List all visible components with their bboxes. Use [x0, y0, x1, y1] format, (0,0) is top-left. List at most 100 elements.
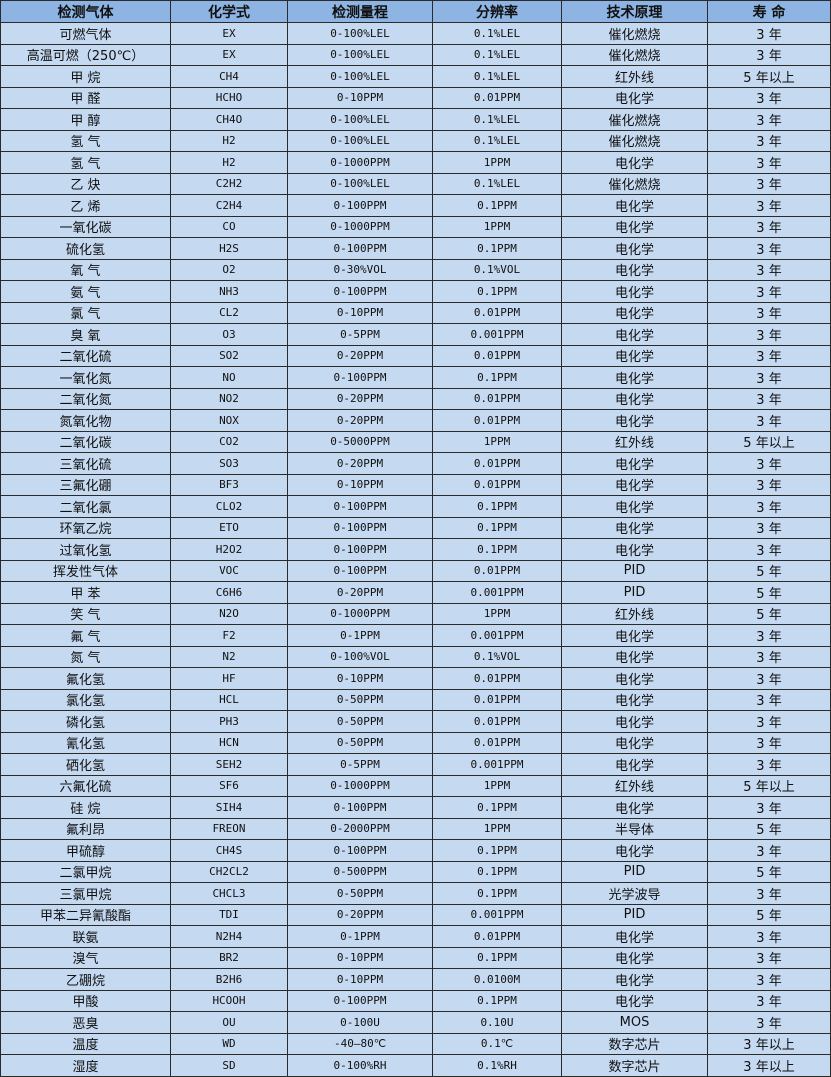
cell-principle: 电化学: [561, 473, 708, 496]
cell-lifespan: 3 年: [707, 366, 831, 389]
cell-gas: 挥发性气体: [0, 559, 171, 582]
cell-resolution: 1PPM: [432, 602, 562, 625]
cell-gas: 一氧化碳: [0, 215, 171, 238]
table-row: 一氧化氮 NO 0-100PPM 0.1PPM 电化学 3 年: [0, 366, 831, 389]
table-row: 乙 烯 C2H4 0-100PPM 0.1PPM 电化学 3 年: [0, 194, 831, 217]
cell-lifespan: 3 年: [707, 796, 831, 819]
cell-lifespan: 3 年: [707, 1011, 831, 1034]
cell-formula: H2: [170, 129, 288, 152]
cell-principle: 电化学: [561, 946, 708, 969]
cell-principle: 电化学: [561, 280, 708, 303]
cell-range: 0-1000PPM: [287, 774, 433, 797]
table-row: 二氯甲烷 CH2CL2 0-500PPM 0.1PPM PID 5 年: [0, 860, 831, 883]
cell-lifespan: 3 年: [707, 989, 831, 1012]
header-row: 检测气体 化学式 检测量程 分辨率 技术原理寿 命: [0, 0, 831, 23]
cell-gas: 三氧化硫: [0, 452, 171, 475]
cell-formula: NH3: [170, 280, 288, 303]
cell-range: 0-2000PPM: [287, 817, 433, 840]
cell-resolution: 0.01PPM: [432, 344, 562, 367]
cell-principle: 红外线: [561, 602, 708, 625]
cell-formula: SEH2: [170, 753, 288, 776]
cell-range: 0-10PPM: [287, 667, 433, 690]
cell-principle: 电化学: [561, 452, 708, 475]
cell-lifespan: 3 年: [707, 710, 831, 733]
cell-lifespan: 5 年: [707, 903, 831, 926]
table-row: 氟化氢 HF 0-10PPM 0.01PPM 电化学 3 年: [0, 667, 831, 690]
cell-resolution: 0.01PPM: [432, 710, 562, 733]
cell-formula: NO: [170, 366, 288, 389]
cell-lifespan: 3 年: [707, 688, 831, 711]
cell-range: 0-100PPM: [287, 366, 433, 389]
cell-lifespan: 3 年: [707, 645, 831, 668]
cell-gas: 二氯甲烷: [0, 860, 171, 883]
cell-range: 0-100%LEL: [287, 43, 433, 66]
column-header-principle: 技术原理: [561, 0, 708, 23]
cell-formula: SO3: [170, 452, 288, 475]
cell-lifespan: 3 年: [707, 129, 831, 152]
cell-principle: 电化学: [561, 516, 708, 539]
cell-range: 0-5000PPM: [287, 430, 433, 453]
cell-principle: 电化学: [561, 989, 708, 1012]
table-row: 高温可燃（250℃） EX 0-100%LEL 0.1%LEL 催化燃烧 3 年: [0, 43, 831, 66]
cell-principle: 电化学: [561, 344, 708, 367]
cell-range: -40—80℃: [287, 1032, 433, 1055]
cell-lifespan: 3 年: [707, 538, 831, 561]
cell-formula: O2: [170, 258, 288, 281]
cell-principle: 数字芯片: [561, 1032, 708, 1055]
table-row: 笑 气 N2O 0-1000PPM 1PPM 红外线 5 年: [0, 602, 831, 625]
cell-principle: 电化学: [561, 839, 708, 862]
table-row: 过氧化氢 H2O2 0-100PPM 0.1PPM 电化学 3 年: [0, 538, 831, 561]
cell-resolution: 0.001PPM: [432, 753, 562, 776]
cell-resolution: 1PPM: [432, 215, 562, 238]
cell-principle: 电化学: [561, 409, 708, 432]
cell-principle: PID: [561, 860, 708, 883]
cell-lifespan: 3 年: [707, 108, 831, 131]
cell-gas: 臭 氧: [0, 323, 171, 346]
cell-gas: 氯化氢: [0, 688, 171, 711]
table-row: 二氧化碳 CO2 0-5000PPM 1PPM 红外线 5 年以上: [0, 430, 831, 453]
cell-lifespan: 3 年: [707, 753, 831, 776]
cell-formula: HF: [170, 667, 288, 690]
cell-gas: 三氯甲烷: [0, 882, 171, 905]
cell-lifespan: 5 年: [707, 581, 831, 604]
cell-formula: VOC: [170, 559, 288, 582]
cell-formula: BR2: [170, 946, 288, 969]
cell-formula: CH4O: [170, 108, 288, 131]
cell-formula: SIH4: [170, 796, 288, 819]
table-row: 臭 氧 O3 0-5PPM 0.001PPM 电化学 3 年: [0, 323, 831, 346]
cell-formula: CO2: [170, 430, 288, 453]
cell-lifespan: 3 年: [707, 215, 831, 238]
cell-range: 0-20PPM: [287, 344, 433, 367]
cell-resolution: 0.01PPM: [432, 925, 562, 948]
cell-resolution: 0.1%LEL: [432, 65, 562, 88]
cell-principle: 红外线: [561, 774, 708, 797]
table-row: 磷化氢 PH3 0-50PPM 0.01PPM 电化学 3 年: [0, 710, 831, 733]
cell-resolution: 0.001PPM: [432, 323, 562, 346]
cell-gas: 硒化氢: [0, 753, 171, 776]
cell-range: 0-1000PPM: [287, 151, 433, 174]
cell-range: 0-5PPM: [287, 753, 433, 776]
cell-resolution: 0.01PPM: [432, 409, 562, 432]
cell-formula: O3: [170, 323, 288, 346]
cell-gas: 甲苯二异氰酸酯: [0, 903, 171, 926]
cell-lifespan: 3 年: [707, 86, 831, 109]
cell-formula: CH2CL2: [170, 860, 288, 883]
cell-range: 0-100PPM: [287, 237, 433, 260]
cell-range: 0-100%RH: [287, 1054, 433, 1077]
cell-gas: 湿度: [0, 1054, 171, 1077]
cell-formula: CO: [170, 215, 288, 238]
cell-range: 0-10PPM: [287, 86, 433, 109]
table-row: 溴气 BR2 0-10PPM 0.1PPM 电化学 3 年: [0, 946, 831, 969]
cell-range: 0-50PPM: [287, 710, 433, 733]
cell-gas: 二氧化碳: [0, 430, 171, 453]
cell-principle: 红外线: [561, 65, 708, 88]
cell-resolution: 0.1PPM: [432, 538, 562, 561]
cell-principle: 电化学: [561, 301, 708, 324]
table-row: 甲 烷 CH4 0-100%LEL 0.1%LEL 红外线 5 年以上: [0, 65, 831, 88]
cell-range: 0-100PPM: [287, 194, 433, 217]
column-header-lifespan: 寿 命: [707, 0, 831, 23]
cell-resolution: 0.1%LEL: [432, 43, 562, 66]
cell-formula: HCOOH: [170, 989, 288, 1012]
table-row: 二氧化氮 NO2 0-20PPM 0.01PPM 电化学 3 年: [0, 387, 831, 410]
cell-principle: 电化学: [561, 688, 708, 711]
